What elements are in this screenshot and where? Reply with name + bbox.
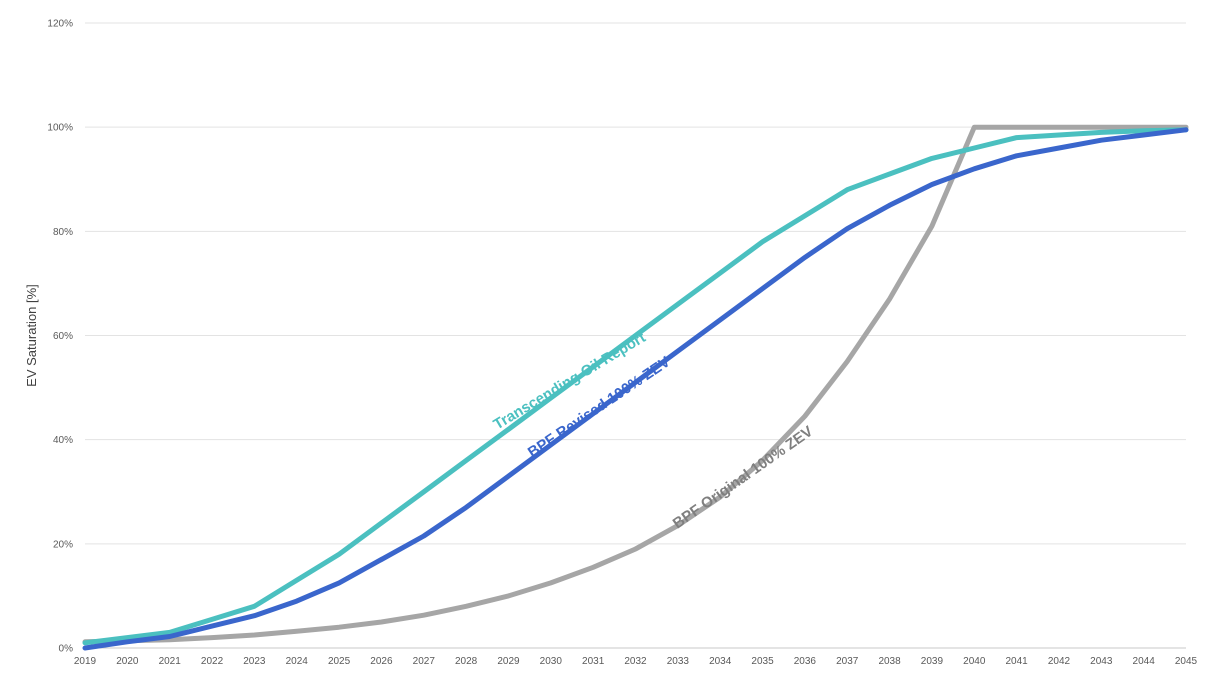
gridlines [85, 22, 1186, 649]
y-tick-label: 60% [53, 331, 73, 342]
x-tick-label: 2043 [1090, 656, 1113, 667]
x-tick-label: 2021 [159, 656, 182, 667]
x-tick-label: 2038 [878, 656, 901, 667]
x-tick-label: 2020 [116, 656, 139, 667]
y-tick-label: 0% [59, 644, 74, 655]
x-tick-label: 2033 [667, 656, 690, 667]
x-tick-label: 2032 [624, 656, 647, 667]
x-tick-label: 2036 [794, 656, 817, 667]
x-tick-label: 2024 [286, 656, 309, 667]
y-tick-label: 120% [47, 19, 73, 30]
series-line [82, 124, 1189, 645]
y-tick-label: 80% [53, 227, 73, 238]
y-tick-label: 100% [47, 123, 73, 134]
x-tick-label: 2022 [201, 656, 224, 667]
x-tick-label: 2044 [1133, 656, 1156, 667]
x-tick-label: 2023 [243, 656, 266, 667]
x-tick-label: 2041 [1005, 656, 1028, 667]
x-tick-label: 2028 [455, 656, 478, 667]
x-tick-label: 2029 [497, 656, 520, 667]
y-tick-label: 20% [53, 539, 73, 550]
x-tick-label: 2027 [413, 656, 436, 667]
x-axis-ticks: 2019 2020 2021 2022 2023 2024 2025 2026 2027 2028… [74, 656, 1198, 667]
series-line [82, 127, 1189, 646]
y-axis-title: EV Saturation [%] [24, 284, 39, 387]
x-tick-label: 2019 [74, 656, 97, 667]
x-tick-label: 2025 [328, 656, 351, 667]
x-tick-label: 2035 [751, 656, 774, 667]
series-lines [82, 124, 1189, 651]
x-tick-label: 2039 [921, 656, 944, 667]
series-line [82, 127, 1189, 651]
x-tick-label: 2037 [836, 656, 859, 667]
y-axis-ticks: 0% 20% 40% 60% 80% 100% 120% [47, 19, 73, 655]
x-tick-label: 2030 [540, 656, 563, 667]
x-tick-label: 2034 [709, 656, 732, 667]
x-tick-label: 2026 [370, 656, 393, 667]
x-tick-label: 2045 [1175, 656, 1198, 667]
x-tick-label: 2040 [963, 656, 986, 667]
x-tick-label: 2031 [582, 656, 605, 667]
x-tick-label: 2042 [1048, 656, 1071, 667]
y-tick-label: 40% [53, 435, 73, 446]
